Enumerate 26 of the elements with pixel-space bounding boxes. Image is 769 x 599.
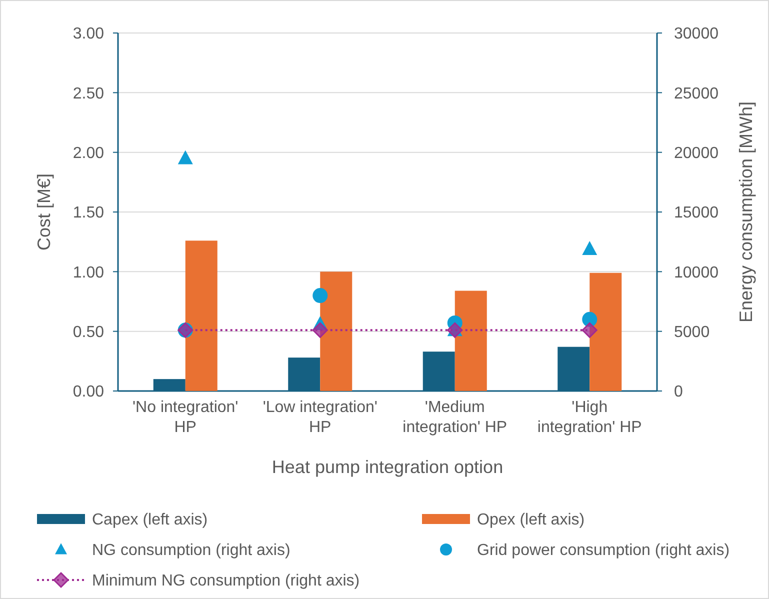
x-tick-label: 'Low integration' HP	[262, 399, 378, 436]
legend-label: Capex (left axis)	[92, 512, 208, 529]
y-tick-label: 0.50	[72, 324, 104, 341]
y2-tick-label: 0	[674, 384, 683, 401]
legend-label: Opex (left axis)	[477, 512, 585, 529]
x-tick-label: 'Medium integration' HP	[402, 399, 508, 436]
y2-tick-label: 15000	[674, 204, 719, 222]
x-axis-title: Heat pump integration option	[272, 457, 504, 477]
legend-label: Minimum NG consumption (right axis)	[92, 572, 360, 590]
y2-tick-label: 20000	[674, 144, 719, 162]
y-axis-title: Cost [M€]	[34, 173, 54, 251]
y-tick-label: 1.00	[72, 264, 104, 282]
y-tick-label: 0.00	[72, 384, 104, 401]
legend-label: Grid power consumption (right axis)	[477, 542, 730, 560]
y2-tick-label: 10000	[674, 264, 719, 282]
x-tick-label: 'No integration' HP	[132, 399, 238, 436]
y2-tick-label: 30000	[674, 26, 719, 43]
y-tick-label: 2.00	[72, 144, 104, 162]
y2-axis-title: Energy consumption [MWh]	[736, 101, 756, 323]
y2-tick-label: 5000	[674, 324, 710, 341]
y-tick-label: 3.00	[72, 26, 104, 43]
y-tick-label: 1.50	[72, 204, 104, 222]
x-tick-label: 'High integration' HP	[537, 399, 642, 436]
legend-label: NG consumption (right axis)	[92, 542, 290, 560]
y2-tick-label: 25000	[674, 85, 719, 102]
y-tick-label: 2.50	[72, 85, 104, 102]
